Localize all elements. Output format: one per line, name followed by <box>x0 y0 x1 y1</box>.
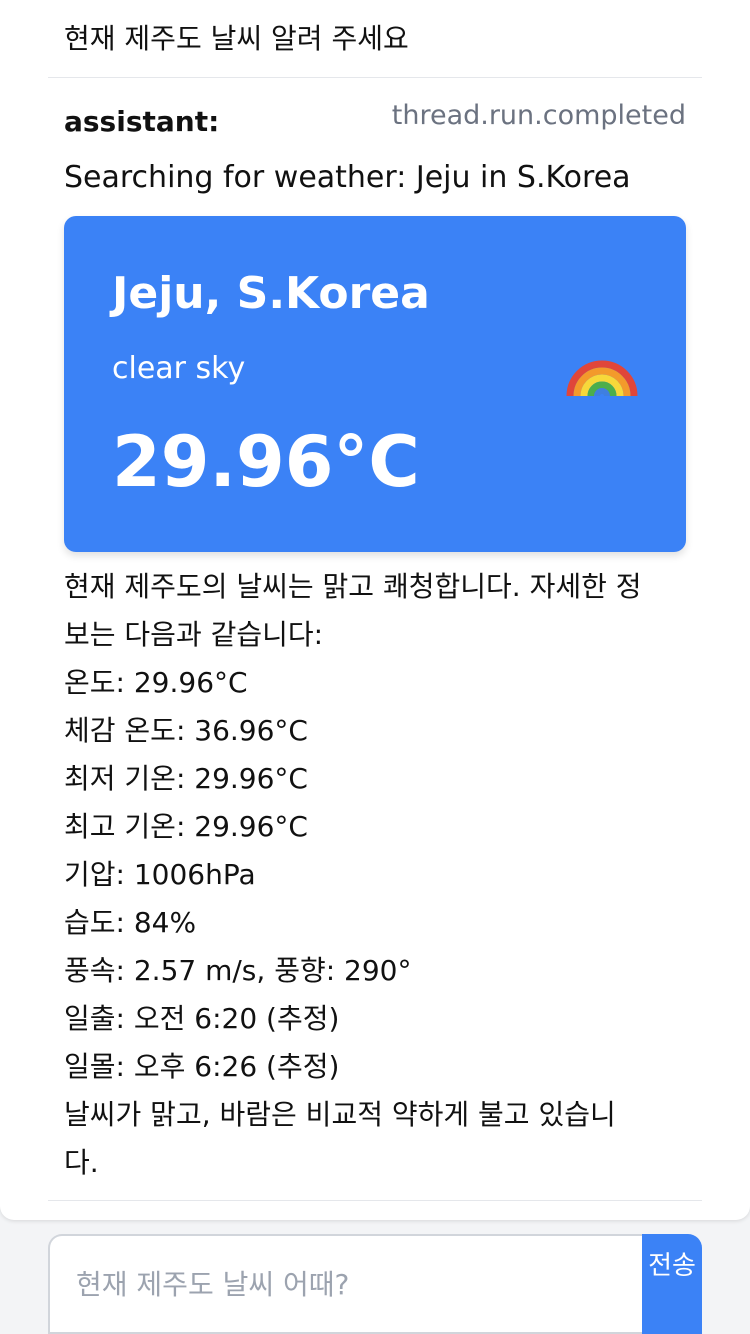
assistant-message: assistant: thread.run.completed Searchin… <box>48 79 702 1201</box>
chat-panel: 현재 제주도 날씨 알려 주세요 assistant: thread.run.c… <box>0 0 750 1220</box>
detail-line: 다. <box>64 1146 99 1179</box>
weather-details: 현재 제주도의 날씨는 맑고 쾌청합니다. 자세한 정 보는 다음과 같습니다:… <box>64 563 686 1187</box>
detail-line: 풍속: 2.57 m/s, 풍향: 290° <box>64 954 412 987</box>
detail-line: 습도: 84% <box>64 906 197 939</box>
message-input[interactable] <box>48 1234 642 1334</box>
detail-line: 온도: 29.96°C <box>64 666 248 699</box>
weather-temperature: 29.96°C <box>112 421 420 503</box>
weather-card: Jeju, S.Korea clear sky 29.96°C <box>64 216 686 552</box>
detail-line: 최저 기온: 29.96°C <box>64 762 308 795</box>
send-button[interactable]: 전송 <box>642 1234 702 1334</box>
weather-location: Jeju, S.Korea <box>112 268 430 319</box>
rainbow-icon <box>566 360 638 397</box>
detail-line: 보는 다음과 같습니다: <box>64 618 324 651</box>
role-label: assistant: <box>64 105 220 138</box>
detail-line: 날씨가 맑고, 바람은 비교적 약하게 불고 있습니 <box>64 1098 616 1131</box>
detail-line: 일몰: 오후 6:26 (추정) <box>64 1050 340 1083</box>
search-status-text: Searching for weather: Jeju in S.Korea <box>64 160 631 195</box>
user-message: 현재 제주도 날씨 알려 주세요 <box>48 0 702 78</box>
detail-line: 현재 제주도의 날씨는 맑고 쾌청합니다. 자세한 정 <box>64 570 642 603</box>
message-composer: 전송 <box>48 1234 702 1334</box>
detail-line: 일출: 오전 6:20 (추정) <box>64 1002 340 1035</box>
detail-line: 기압: 1006hPa <box>64 858 256 891</box>
run-status-label: thread.run.completed <box>391 100 686 131</box>
weather-description: clear sky <box>112 351 246 386</box>
detail-line: 체감 온도: 36.96°C <box>64 714 308 747</box>
user-message-text: 현재 제주도 날씨 알려 주세요 <box>64 22 409 55</box>
detail-line: 최고 기온: 29.96°C <box>64 810 308 843</box>
